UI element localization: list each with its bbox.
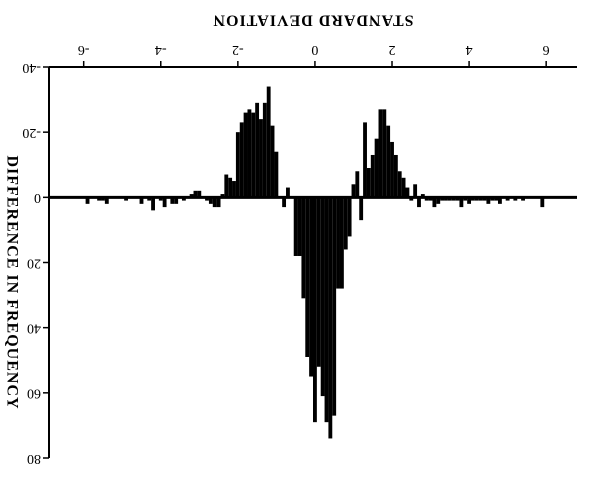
histogram-bar [247, 109, 251, 197]
histogram-bar [244, 113, 248, 198]
histogram-bar [321, 197, 325, 396]
histogram-bar [267, 87, 271, 198]
y-axis-title: DIFFERENCE IN FREQUENCY [3, 155, 20, 409]
histogram-bar [355, 171, 359, 197]
histogram-bar [232, 181, 236, 197]
y-tick-label: -20 [22, 125, 41, 140]
y-tick-label: 20 [27, 255, 41, 270]
histogram-bar [402, 178, 406, 198]
histogram-bar [386, 126, 390, 198]
histogram-bar [398, 171, 402, 197]
histogram-bar [344, 197, 348, 249]
histogram-bar [151, 197, 155, 210]
histogram-bar [340, 197, 344, 288]
y-tick-label: -40 [22, 60, 41, 75]
histogram-bar [317, 197, 321, 366]
x-tick-label: 0 [311, 42, 318, 57]
x-axis-title: STANDARD DEVIATION [213, 11, 414, 28]
histogram-bar [271, 126, 275, 198]
histogram-bar [294, 197, 298, 256]
histogram-bar [359, 197, 363, 220]
histogram-bar [367, 168, 371, 197]
histogram-bar [251, 113, 255, 198]
histogram-bar [348, 197, 352, 236]
histogram-bar [390, 142, 394, 197]
histogram-bar [236, 132, 240, 197]
histogram-bar [328, 197, 332, 438]
histogram-bar [363, 122, 367, 197]
x-ticks-group: -6 -4 -2 0 2 4 6 [78, 42, 550, 67]
histogram-bar [224, 175, 228, 198]
histogram-bar [336, 197, 340, 288]
histogram-bar [240, 122, 244, 197]
y-tick-label: 40 [27, 320, 41, 335]
histogram-bar [301, 197, 305, 298]
histogram-bar [309, 197, 313, 376]
histogram-bar [332, 197, 336, 415]
x-tick-label: -4 [155, 42, 167, 57]
y-tick-label: 60 [27, 386, 41, 401]
y-tick-label: 0 [34, 190, 41, 205]
histogram-bar [413, 184, 417, 197]
histogram-bar [325, 197, 329, 422]
x-tick-label: 4 [466, 42, 473, 57]
histogram-bar [382, 109, 386, 197]
histogram-bar [298, 197, 302, 256]
histogram-bar [305, 197, 309, 357]
histogram-bar [274, 152, 278, 198]
x-tick-label: 6 [543, 42, 550, 57]
histogram-bar [379, 109, 383, 197]
histogram-bar [259, 119, 263, 197]
x-tick-label: -6 [78, 42, 90, 57]
histogram-bar [394, 155, 398, 197]
histogram-bar [375, 139, 379, 198]
histogram-bar [255, 103, 259, 197]
histogram-bar [313, 197, 317, 422]
y-tick-label: 80 [27, 451, 41, 466]
x-tick-label: -2 [232, 42, 244, 57]
x-tick-label: 2 [389, 42, 396, 57]
histogram-bar [352, 184, 356, 197]
y-ticks-group: -40 -20 0 20 40 60 80 [22, 60, 49, 466]
histogram-bar [371, 155, 375, 197]
histogram-bar [228, 178, 232, 198]
histogram-bar [263, 103, 267, 197]
bars-group [86, 87, 545, 439]
